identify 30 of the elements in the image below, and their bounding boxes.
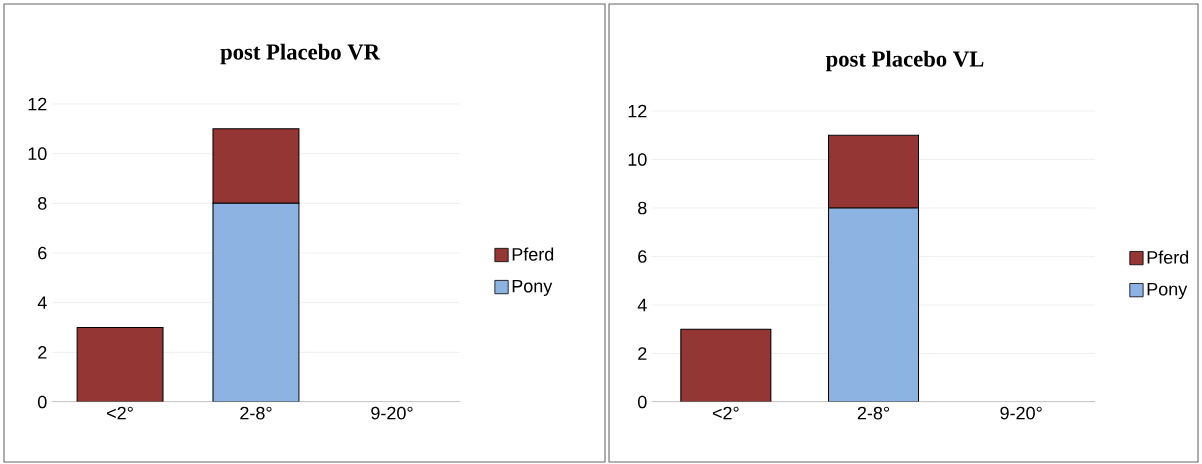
bar bbox=[680, 328, 772, 402]
legend-label: Pony bbox=[512, 279, 553, 296]
y-tick-label: 10 bbox=[628, 153, 647, 166]
chart-title: post Placebo VR bbox=[220, 43, 381, 65]
bar bbox=[212, 128, 300, 204]
y-tick-label: 10 bbox=[28, 147, 47, 161]
bar bbox=[827, 134, 920, 209]
y-tick-label: 12 bbox=[28, 97, 47, 111]
y-tick-label: 8 bbox=[638, 201, 647, 215]
y-tick-label: 2 bbox=[38, 346, 47, 359]
legend-label: Pony bbox=[1147, 282, 1188, 300]
bar bbox=[76, 326, 164, 402]
y-tick-label: 6 bbox=[638, 250, 647, 263]
y-tick-label: 6 bbox=[38, 246, 47, 260]
y-tick-label: 4 bbox=[637, 298, 647, 312]
y-tick-label: 8 bbox=[38, 196, 47, 210]
x-tick-label: 2-8° bbox=[857, 406, 890, 420]
legend-label: Pferd bbox=[512, 247, 554, 261]
y-tick-label: 0 bbox=[638, 395, 647, 409]
x-tick-label: <2° bbox=[712, 406, 739, 420]
chart-title: post Placebo VL bbox=[825, 50, 984, 72]
x-tick-label: <2° bbox=[107, 406, 133, 420]
legend-label: Pferd bbox=[1147, 250, 1189, 264]
x-tick-label: 2-8° bbox=[240, 406, 272, 420]
y-tick-label: 4 bbox=[37, 296, 47, 309]
x-tick-label: 9-20° bbox=[1000, 406, 1042, 420]
y-tick-label: 12 bbox=[628, 104, 647, 118]
y-tick-label: 0 bbox=[37, 395, 47, 409]
y-tick-label: 2 bbox=[638, 347, 647, 360]
x-tick-label: 9-20° bbox=[371, 406, 413, 420]
